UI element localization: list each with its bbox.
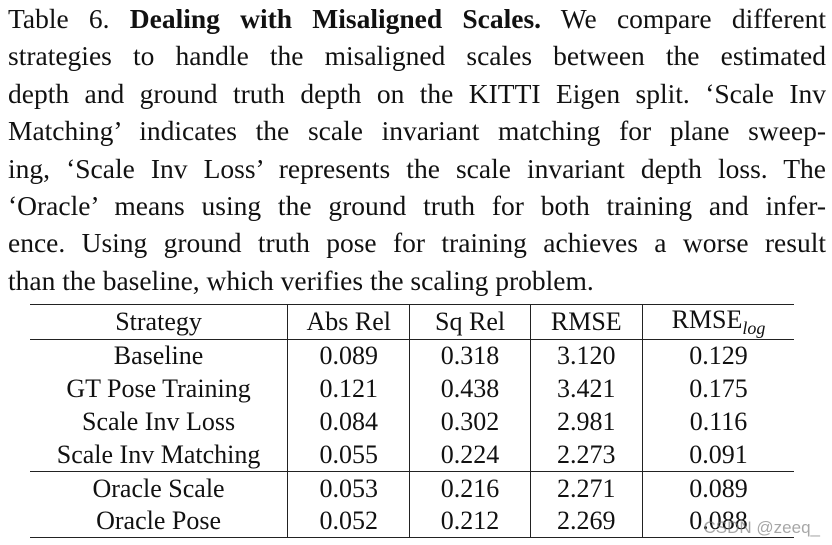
cell-strategy: GT Pose Training [66, 374, 251, 403]
cell-sq-rel: 0.302 [409, 405, 531, 439]
header-rmse-log: RMSElog [641, 304, 794, 340]
table-row: Scale Inv Matching 0.055 0.224 2.273 0.0… [30, 438, 794, 472]
cell-rmse-log: 0.175 [641, 372, 794, 406]
table-row: GT Pose Training 0.121 0.438 3.421 0.175 [30, 372, 794, 406]
caption-line-4: Matching’ indicates the scale invariant … [8, 115, 826, 147]
cell-rmse-log: 0.088 [641, 504, 794, 538]
cell-rmse: 2.981 [529, 405, 643, 439]
table-caption: Table 6. Dealing with Misaligned Scales.… [8, 0, 826, 299]
cell-rmse: 3.120 [529, 339, 643, 373]
cell-abs-rel: 0.089 [287, 339, 410, 373]
cell-abs-rel: 0.055 [287, 438, 410, 472]
table-group-oracle: Oracle Scale 0.053 0.216 2.271 0.089 Ora… [30, 471, 794, 538]
cell-rmse: 2.269 [529, 504, 643, 538]
caption-line-8: than the baseline, which verifies the sc… [8, 264, 594, 296]
cell-strategy: Scale Inv Loss [82, 407, 236, 436]
cell-sq-rel: 0.212 [409, 504, 531, 538]
cell-rmse: 2.273 [529, 438, 643, 472]
table-row: Oracle Scale 0.053 0.216 2.271 0.089 [30, 471, 794, 505]
caption-table-number: Table 6. [8, 3, 130, 34]
table-row: Oracle Pose 0.052 0.212 2.269 0.088 [30, 504, 794, 538]
header-rmse-log-subscript: log [742, 318, 766, 338]
cell-rmse-log: 0.089 [641, 471, 794, 505]
cell-rmse-log: 0.129 [641, 339, 794, 373]
header-sq-rel: Sq Rel [409, 304, 531, 340]
caption-title: Dealing with Misaligned Scales. [129, 3, 542, 34]
table-row: Baseline 0.089 0.318 3.120 0.129 [30, 339, 794, 373]
cell-strategy: Oracle Pose [96, 505, 221, 535]
caption-line-3: depth and ground truth depth on the KITT… [8, 77, 826, 109]
cell-sq-rel: 0.216 [409, 471, 531, 505]
header-abs-rel: Abs Rel [287, 304, 410, 340]
caption-line-1: Table 6. Dealing with Misaligned Scales.… [8, 0, 826, 37]
cell-rmse: 2.271 [529, 471, 643, 505]
caption-line-7: ence. Using ground truth pose for traini… [8, 227, 826, 259]
cell-rmse: 3.421 [529, 372, 643, 406]
header-rmse: RMSE [529, 304, 643, 340]
header-strategy: Strategy [115, 307, 202, 336]
caption-line-6: ‘Oracle’ means using the ground truth fo… [8, 190, 826, 222]
cell-sq-rel: 0.438 [409, 372, 531, 406]
caption-line-2: strategies to handle the misaligned scal… [8, 40, 826, 72]
watermark: CSDN @zeeq_ [703, 518, 820, 537]
cell-strategy: Oracle Scale [30, 471, 288, 505]
cell-rmse-log: 0.116 [641, 405, 794, 439]
cell-rmse-log: 0.091 [641, 438, 794, 472]
header-rmse-log-base: RMSE [671, 305, 743, 334]
cell-abs-rel: 0.053 [287, 471, 410, 505]
table-header-row: Strategy Abs Rel Sq Rel RMSE RMSElog [30, 304, 794, 340]
cell-strategy: Baseline [113, 341, 204, 371]
table-group-main: Baseline 0.089 0.318 3.120 0.129 GT Pose… [30, 339, 794, 472]
cell-abs-rel: 0.121 [287, 372, 410, 406]
caption-line-1-rest: We compare different [541, 3, 826, 34]
caption-line-5: ing, ‘Scale Inv Loss’ represents the sca… [8, 152, 826, 184]
cell-strategy: Scale Inv Matching [56, 439, 261, 469]
table-row: Scale Inv Loss 0.084 0.302 2.981 0.116 [30, 405, 794, 439]
cell-abs-rel: 0.052 [287, 504, 410, 538]
cell-abs-rel: 0.084 [287, 405, 410, 439]
cell-sq-rel: 0.318 [409, 339, 531, 373]
cell-sq-rel: 0.224 [409, 438, 531, 472]
results-table: Strategy Abs Rel Sq Rel RMSE RMSElog Bas… [30, 304, 794, 538]
